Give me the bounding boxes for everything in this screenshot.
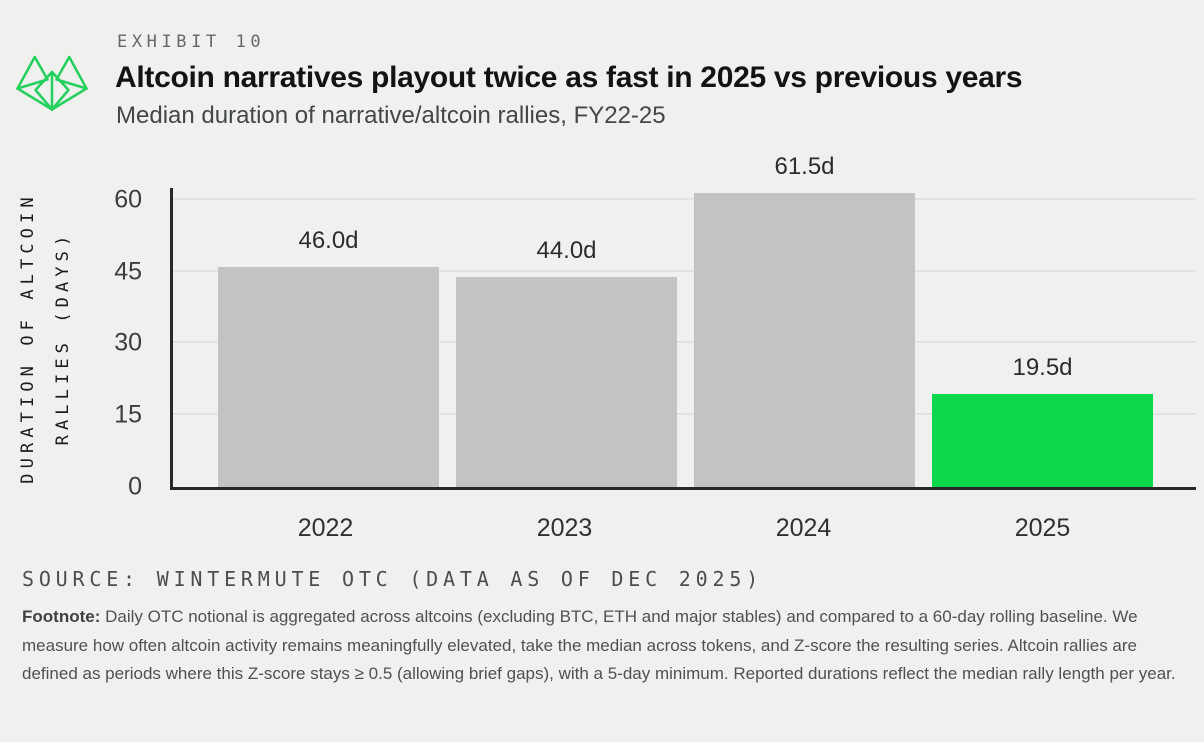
bar-chart-plot-area: 46.0d 44.0d 61.5d 19.5d (170, 153, 1196, 490)
bar-2024: 61.5d (694, 153, 915, 487)
y-tick-label: 60 (114, 185, 142, 214)
wintermute-logo-icon (16, 55, 88, 111)
page-title: Altcoin narratives playout twice as fast… (115, 61, 1023, 94)
gridline (173, 341, 1196, 344)
bar-2025: 19.5d (932, 354, 1153, 487)
x-axis-labels: 2022 2023 2024 2025 (170, 514, 1196, 543)
gridline (173, 269, 1196, 272)
bar-value-label: 46.0d (298, 226, 359, 254)
bar-2023: 44.0d (456, 237, 677, 487)
source-line: SOURCE: WINTERMUTE OTC (DATA AS OF DEC 2… (22, 567, 764, 591)
footnote-label: Footnote: (22, 607, 101, 626)
x-axis-label-2023: 2023 (536, 514, 593, 542)
x-axis-label-2022: 2022 (297, 514, 354, 542)
y-tick-label: 15 (114, 400, 142, 429)
bar-value-label: 44.0d (536, 236, 597, 264)
footnote-text: Daily OTC notional is aggregated across … (22, 607, 1176, 683)
gridlines (173, 188, 1196, 487)
x-axis-label-2025: 2025 (1014, 514, 1071, 542)
y-tick-label: 30 (114, 328, 142, 357)
y-axis-ticks: 0 15 30 45 60 (0, 185, 156, 500)
gridline (173, 413, 1196, 416)
y-tick-label: 0 (128, 472, 142, 501)
bar-value-label: 61.5d (774, 152, 835, 180)
bars: 46.0d 44.0d 61.5d 19.5d (173, 153, 1196, 487)
page-subtitle: Median duration of narrative/altcoin ral… (116, 102, 666, 129)
y-tick-label: 45 (114, 257, 142, 286)
gridline (173, 197, 1196, 200)
footnote: Footnote: Daily OTC notional is aggregat… (22, 603, 1188, 689)
bar-2022: 46.0d (218, 227, 439, 487)
bar-value-label: 19.5d (1012, 353, 1073, 381)
exhibit-number-label: EXHIBIT 10 (117, 32, 266, 52)
x-axis-label-2024: 2024 (775, 514, 832, 542)
